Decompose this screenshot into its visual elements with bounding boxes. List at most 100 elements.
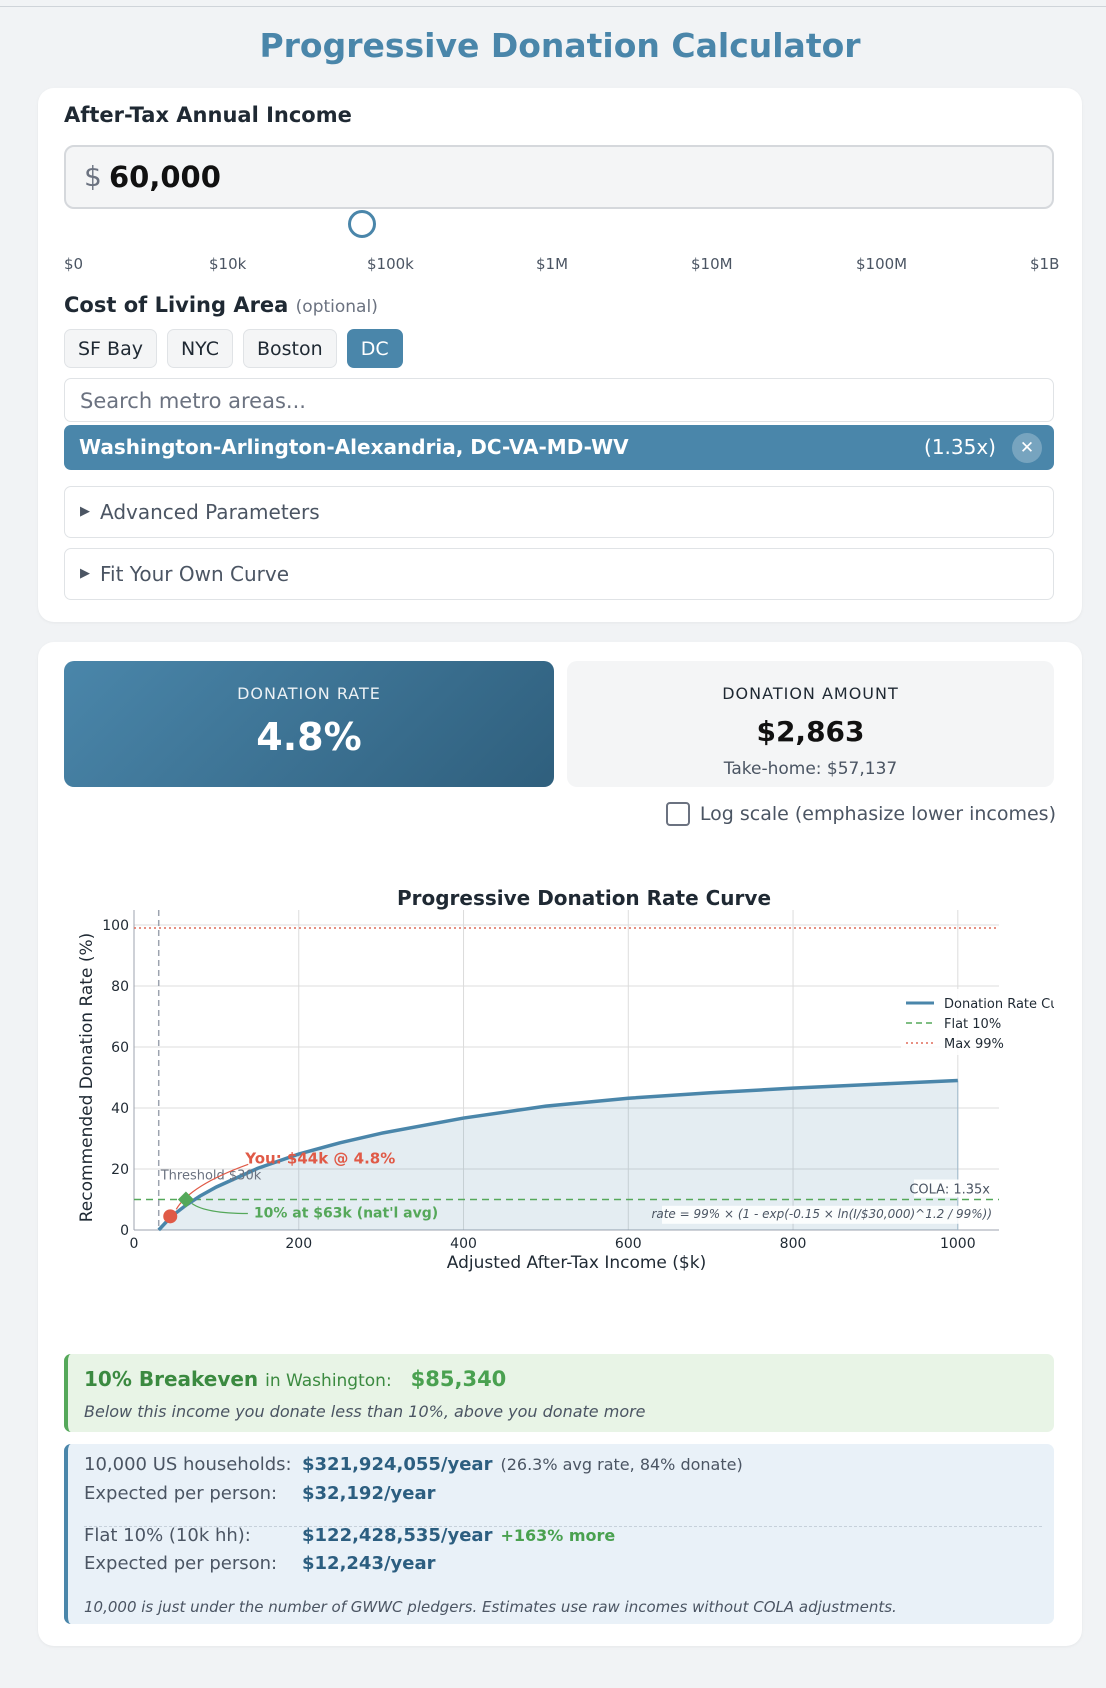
slider-tick: $10k bbox=[209, 255, 247, 273]
fit-curve-label: Fit Your Own Curve bbox=[100, 562, 289, 586]
donation-rate-caption: DONATION RATE bbox=[237, 684, 381, 703]
cola-presets: SF Bay NYC Boston DC bbox=[64, 329, 403, 368]
legend-label: Donation Rate Curve bbox=[944, 997, 1054, 1012]
y-tick-label: 80 bbox=[111, 979, 129, 995]
selected-metro: Washington-Arlington-Alexandria, DC-VA-M… bbox=[64, 425, 1054, 470]
national-annotation-arrow bbox=[191, 1203, 248, 1215]
cola-label: Cost of Living Area (optional) bbox=[64, 293, 378, 317]
slider-tick: $100M bbox=[856, 255, 908, 273]
national-average-marker bbox=[177, 1191, 194, 1208]
results-card: DONATION RATE 4.8% DONATION AMOUNT $2,86… bbox=[38, 642, 1082, 1646]
metro-search-input[interactable]: Search metro areas... bbox=[64, 378, 1054, 422]
flat-value: $122,428,535/year bbox=[302, 1525, 493, 1546]
triangle-right-icon: ▶ bbox=[80, 566, 90, 581]
take-home-text: Take-home: $57,137 bbox=[723, 759, 898, 779]
flat-value-group: $122,428,535/year +163% more bbox=[302, 1525, 615, 1546]
breakeven-note: Below this income you donate less than 1… bbox=[84, 1402, 646, 1421]
flat-per-person-label: Expected per person: bbox=[84, 1553, 278, 1574]
you-marker bbox=[163, 1209, 178, 1224]
x-tick-label: 1000 bbox=[940, 1236, 976, 1252]
y-tick-label: 40 bbox=[111, 1101, 129, 1117]
formula-box bbox=[662, 1205, 998, 1224]
households-label: 10,000 US households: bbox=[84, 1454, 292, 1475]
income-slider-thumb[interactable] bbox=[348, 210, 376, 238]
households-row: 10,000 US households: $321,924,055/year (… bbox=[84, 1454, 743, 1475]
remove-metro-button[interactable]: ✕ bbox=[1012, 433, 1042, 463]
donation-rate-curve bbox=[157, 1078, 958, 1232]
households-value: $321,924,055/year bbox=[302, 1454, 493, 1475]
flat-per-person-value: $12,243/year bbox=[302, 1553, 436, 1574]
log-scale-toggle[interactable]: Log scale (emphasize lower incomes) bbox=[665, 801, 1056, 827]
slider-tick: $10M bbox=[691, 255, 733, 273]
legend-box bbox=[901, 989, 1039, 1055]
x-tick-label: 600 bbox=[615, 1236, 642, 1252]
metro-name: Washington-Arlington-Alexandria, DC-VA-M… bbox=[79, 435, 629, 459]
households-value-group: $321,924,055/year (26.3% avg rate, 84% do… bbox=[302, 1454, 743, 1475]
input-card: After-Tax Annual Income $ 60,000 $0 $10k… bbox=[38, 88, 1082, 622]
preset-dc[interactable]: DC bbox=[346, 329, 403, 368]
preset-boston[interactable]: Boston bbox=[243, 329, 337, 368]
y-tick-label: 60 bbox=[111, 1040, 129, 1056]
advanced-parameters-toggle[interactable]: ▶ Advanced Parameters bbox=[64, 486, 1054, 538]
slider-tick: $1M bbox=[536, 255, 569, 273]
flat-row: Flat 10% (10k hh): $122,428,535/year +163… bbox=[84, 1525, 615, 1546]
x-tick-label: 400 bbox=[450, 1236, 477, 1252]
currency-symbol: $ bbox=[84, 160, 102, 193]
donation-amount-caption: DONATION AMOUNT bbox=[722, 684, 899, 703]
x-tick-label: 800 bbox=[780, 1236, 807, 1252]
page-title: Progressive Donation Calculator bbox=[259, 26, 861, 65]
flat-label: Flat 10% (10k hh): bbox=[84, 1525, 251, 1546]
stats-footnote: 10,000 is just under the number of GWWC … bbox=[84, 1598, 897, 1616]
income-label: After-Tax Annual Income bbox=[64, 103, 352, 127]
breakeven-title: 10% Breakeven bbox=[84, 1367, 259, 1391]
preset-nyc[interactable]: NYC bbox=[166, 329, 233, 368]
log-scale-checkbox[interactable] bbox=[665, 802, 690, 826]
metro-multiplier: (1.35x) bbox=[924, 435, 996, 459]
legend-label: Max 99% bbox=[944, 1037, 1004, 1052]
x-tick-label: 200 bbox=[285, 1236, 312, 1252]
x-tick-label: 0 bbox=[130, 1236, 139, 1252]
preset-sf-bay[interactable]: SF Bay bbox=[64, 329, 157, 368]
slider-tick: $1B bbox=[1030, 255, 1060, 273]
top-divider bbox=[0, 6, 1106, 7]
formula-annotation: rate = 99% × (1 - exp(-0.15 × ln(I/$30,0… bbox=[651, 1207, 992, 1221]
households-note: (26.3% avg rate, 84% donate) bbox=[500, 1455, 743, 1474]
you-annotation-arrow bbox=[175, 1163, 249, 1210]
advanced-parameters-label: Advanced Parameters bbox=[100, 500, 320, 524]
curve-area-fill bbox=[158, 1080, 958, 1230]
per-person-value: $32,192/year bbox=[302, 1483, 436, 1504]
cola-badge bbox=[914, 1179, 998, 1198]
slider-tick: $100k bbox=[367, 255, 414, 273]
donation-rate-box: DONATION RATE 4.8% bbox=[64, 661, 554, 787]
breakeven-amount: $85,340 bbox=[410, 1367, 507, 1391]
fit-curve-toggle[interactable]: ▶ Fit Your Own Curve bbox=[64, 548, 1054, 600]
flat-per-person-row: Expected per person: $12,243/year bbox=[84, 1553, 436, 1574]
y-axis-label: Recommended Donation Rate (%) bbox=[77, 933, 97, 1223]
breakeven-location: in Washington: bbox=[265, 1371, 392, 1391]
breakeven-heading: 10% Breakeven in Washington: $85,340 bbox=[84, 1367, 506, 1391]
triangle-right-icon: ▶ bbox=[80, 504, 90, 519]
per-person-label: Expected per person: bbox=[84, 1483, 278, 1504]
income-input[interactable]: $ 60,000 bbox=[64, 145, 1054, 209]
breakeven-panel: 10% Breakeven in Washington: $85,340 Bel… bbox=[64, 1354, 1054, 1432]
x-axis-label: Adjusted After-Tax Income ($k) bbox=[447, 1253, 706, 1273]
y-tick-label: 100 bbox=[102, 918, 129, 934]
per-person-row: Expected per person: $32,192/year bbox=[84, 1483, 436, 1504]
threshold-label: Threshold $30k bbox=[160, 1169, 262, 1184]
donation-rate-value: 4.8% bbox=[256, 715, 362, 759]
y-tick-label: 0 bbox=[120, 1223, 129, 1239]
donation-amount-value: $2,863 bbox=[756, 715, 865, 748]
plot-area bbox=[134, 910, 999, 1230]
cola-annotation: COLA: 1.35x bbox=[909, 1183, 990, 1198]
y-tick-label: 20 bbox=[111, 1162, 129, 1178]
income-value[interactable]: 60,000 bbox=[109, 160, 221, 194]
aggregate-stats-panel: 10,000 US households: $321,924,055/year (… bbox=[64, 1444, 1054, 1624]
legend-label: Flat 10% bbox=[944, 1017, 1001, 1032]
log-scale-label: Log scale (emphasize lower incomes) bbox=[699, 803, 1056, 825]
donation-amount-box: DONATION AMOUNT $2,863 Take-home: $57,13… bbox=[567, 661, 1054, 787]
national-average-label: 10% at $63k (nat'l avg) bbox=[254, 1206, 438, 1222]
stats-divider bbox=[84, 1526, 1042, 1527]
chart-title: Progressive Donation Rate Curve bbox=[397, 886, 771, 910]
slider-tick: $0 bbox=[64, 255, 84, 273]
